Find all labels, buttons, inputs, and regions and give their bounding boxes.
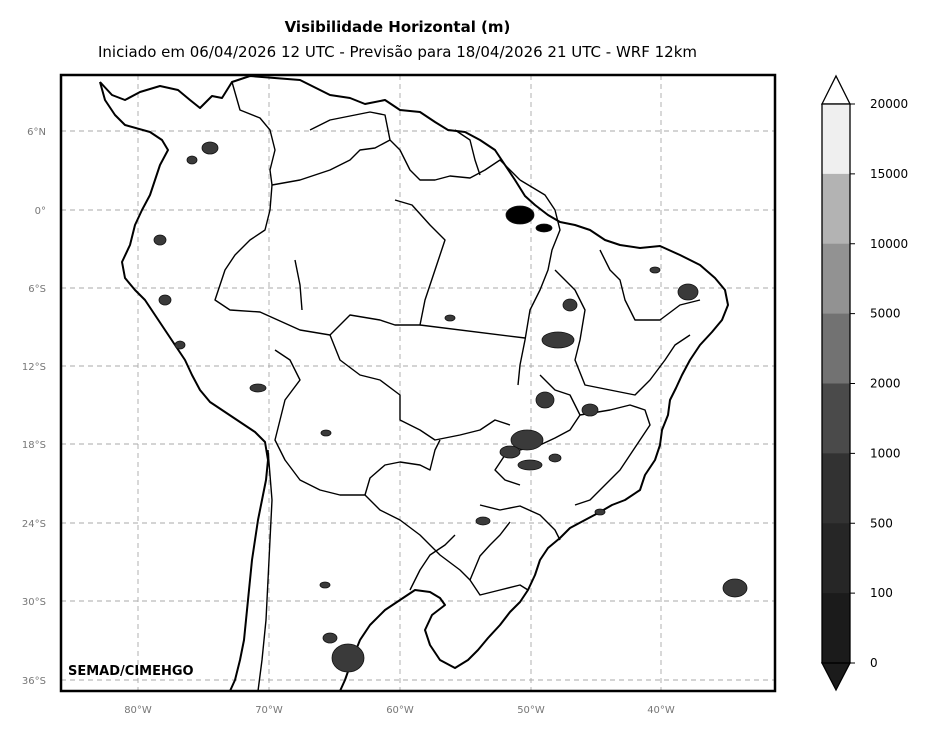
colorbar-segment [822, 593, 850, 664]
lat-tick-label: 30°S [22, 597, 46, 608]
colorbar-tick-label: 0 [870, 656, 878, 670]
longitude-tick-labels: 80°W 70°W 60°W 50°W 40°W [124, 705, 675, 716]
colorbar-extend-bottom [820, 662, 852, 692]
latitude-tick-labels: 6°N 0° 6°S 12°S 18°S 24°S 30°S 36°S [22, 127, 46, 687]
credit-label: SEMAD/CIMEHGO [68, 664, 194, 679]
colorbar-segments [822, 104, 850, 664]
lat-tick-label: 12°S [22, 362, 46, 373]
colorbar-segment [822, 523, 850, 594]
lat-tick-label: 36°S [22, 676, 46, 687]
colorbar-segment [822, 313, 850, 384]
map-subtitle: Iniciado em 06/04/2026 12 UTC - Previsão… [97, 43, 698, 61]
graticule [61, 75, 775, 691]
colorbar-tick-label: 10000 [870, 237, 908, 251]
lat-tick-label: 6°N [27, 127, 46, 138]
colorbar-tick-label: 100 [870, 586, 893, 600]
lon-tick-label: 80°W [124, 705, 152, 716]
map-title: Visibilidade Horizontal (m) [284, 18, 511, 36]
colorbar-extend-top [820, 74, 852, 105]
political-borders [214, 81, 701, 692]
pacific-coastline [99, 81, 269, 692]
map-frame [59, 73, 777, 693]
lon-tick-label: 40°W [647, 705, 675, 716]
lat-tick-label: 6°S [28, 284, 46, 295]
map-area [61, 75, 775, 691]
colorbar-segment [822, 173, 850, 245]
colorbar-tick-label: 1000 [870, 446, 901, 460]
south-america-coastline [99, 75, 729, 692]
colorbar-tick-label: 20000 [870, 97, 908, 111]
lat-tick-label: 0° [35, 206, 46, 217]
colorbar-tick-label: 15000 [870, 167, 908, 181]
colorbar-tick-label: 500 [870, 516, 893, 530]
lon-tick-label: 70°W [255, 705, 283, 716]
colorbar-segment [822, 243, 850, 315]
colorbar-segment [822, 104, 850, 175]
lat-tick-label: 24°S [22, 519, 46, 530]
lon-tick-label: 50°W [517, 705, 545, 716]
lat-tick-label: 18°S [22, 440, 46, 451]
colorbar-tick-label: 2000 [870, 377, 901, 391]
colorbar-tick-label: 5000 [870, 307, 901, 321]
colorbar-segment [822, 383, 850, 454]
low-visibility-contours [153, 141, 748, 673]
colorbar-segment [822, 453, 850, 524]
lon-tick-label: 60°W [386, 705, 414, 716]
